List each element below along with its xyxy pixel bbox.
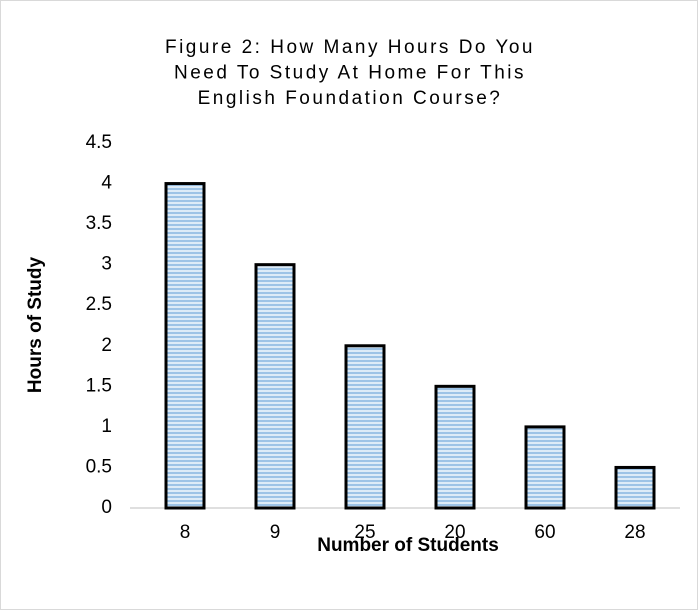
x-tick-label: 60 <box>534 522 555 543</box>
y-tick-label: 1 <box>101 416 112 437</box>
y-tick-label: 0.5 <box>86 456 112 477</box>
y-tick-label: 2.5 <box>86 294 112 315</box>
bar <box>614 465 656 510</box>
x-tick-label: 25 <box>354 522 375 543</box>
y-tick-label: 3.5 <box>86 213 112 234</box>
chart-title: English Foundation Course? <box>198 88 503 109</box>
chart-title: Figure 2: How Many Hours Do You <box>165 37 535 58</box>
x-tick-label: 8 <box>180 522 191 543</box>
bar <box>524 425 566 510</box>
y-axis-title: Hours of Study <box>25 256 46 393</box>
x-tick-label: 9 <box>270 522 281 543</box>
bar <box>164 182 206 510</box>
chart-title: Need To Study At Home For This <box>174 63 526 84</box>
y-tick-label: 0 <box>101 497 112 518</box>
y-tick-label: 4 <box>101 173 112 194</box>
x-tick-label: 20 <box>444 522 465 543</box>
x-tick-label: 28 <box>624 522 645 543</box>
bar <box>344 344 386 510</box>
y-tick-label: 3 <box>101 254 112 275</box>
y-tick-label: 1.5 <box>86 375 112 396</box>
bar <box>434 384 476 510</box>
x-axis-title: Number of Students <box>317 535 499 556</box>
y-tick-label: 2 <box>101 335 112 356</box>
bar <box>254 263 296 510</box>
y-tick-label: 4.5 <box>86 132 112 153</box>
